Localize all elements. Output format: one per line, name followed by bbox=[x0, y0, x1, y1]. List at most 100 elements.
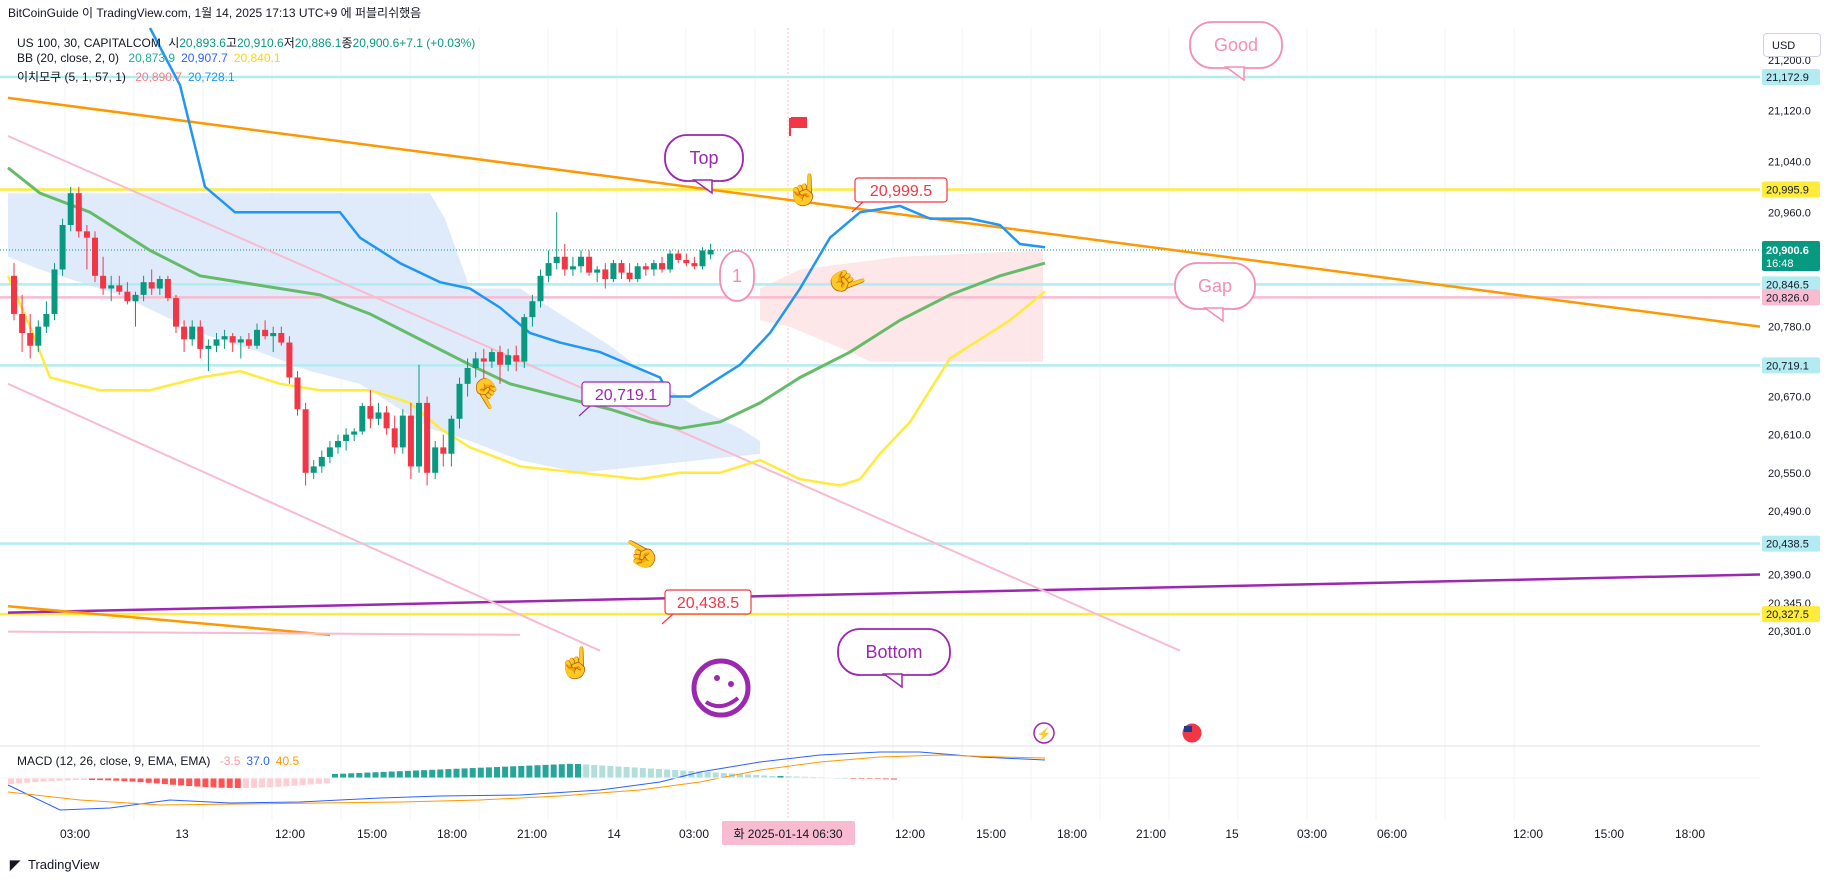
candle-body bbox=[488, 352, 495, 362]
macd-histogram-bar bbox=[194, 778, 201, 787]
price-label: 21,172.9 bbox=[1762, 68, 1820, 85]
macd-signal-line bbox=[7, 754, 1046, 806]
emoji-eye bbox=[714, 675, 720, 681]
legend-ohlc-value: +7.1 (+0.03%) bbox=[399, 36, 476, 50]
candle-body bbox=[100, 275, 107, 289]
macd-histogram-bar bbox=[599, 765, 606, 778]
macd-histogram-bar bbox=[429, 769, 436, 778]
macd-histogram-bar bbox=[502, 766, 509, 778]
candle-body bbox=[529, 301, 536, 318]
macd-histogram-bar bbox=[307, 778, 314, 785]
price-label-bg bbox=[1762, 276, 1820, 293]
time-axis-label: 15:00 bbox=[976, 827, 1006, 841]
legend-macd-row[interactable]: MACD (12, 26, close, 9, EMA, EMA) -3.5 37… bbox=[17, 754, 299, 768]
price-tag-pointer bbox=[661, 613, 674, 625]
legend-macd-values: -3.5 37.0 40.5 bbox=[214, 754, 299, 768]
macd-histogram-bar bbox=[259, 778, 266, 788]
macd-histogram-bar bbox=[380, 771, 387, 778]
price-label-bg bbox=[1762, 357, 1820, 374]
candle-body bbox=[286, 342, 293, 378]
macd-histogram-bar bbox=[218, 778, 225, 788]
macd-histogram-bar bbox=[129, 778, 136, 782]
macd-histogram-bar bbox=[283, 778, 290, 787]
ichimoku-cloud-pink bbox=[760, 250, 1043, 362]
macd-histogram-bar bbox=[113, 778, 120, 781]
candle-body bbox=[683, 259, 690, 264]
macd-histogram-bar bbox=[510, 766, 517, 778]
callout-text: Bottom bbox=[865, 642, 922, 662]
candle-body bbox=[148, 282, 155, 289]
macd-histogram-bar bbox=[356, 772, 363, 778]
macd-histogram-bar bbox=[753, 775, 760, 778]
macd-histogram-bar bbox=[542, 764, 549, 778]
candle-body bbox=[19, 313, 26, 333]
callout-tail bbox=[691, 179, 713, 195]
legend-ohlc: 시20,893.6고20,910.6저20,886.1종20,900.6+7.1… bbox=[164, 36, 475, 50]
macd-histogram-bar bbox=[372, 772, 379, 778]
candle-body bbox=[181, 326, 188, 340]
legend-value: 40.5 bbox=[275, 754, 300, 768]
candle-body bbox=[634, 266, 641, 279]
macd-histogram-bar bbox=[267, 778, 274, 788]
macd-histogram-bar bbox=[890, 778, 897, 780]
candle-body bbox=[27, 333, 34, 346]
candle-body bbox=[35, 326, 42, 346]
price-tag-pointer bbox=[578, 405, 591, 417]
price-axis-tick: 20,390.0 bbox=[1768, 569, 1811, 581]
macd-histogram-bar bbox=[364, 772, 371, 778]
callout-tail bbox=[1223, 66, 1245, 82]
candle-body bbox=[335, 441, 341, 448]
hand-icon: ☝ bbox=[785, 171, 822, 208]
macd-histogram-bar bbox=[64, 778, 71, 781]
price-label-text: 20,995.9 bbox=[1766, 184, 1809, 196]
macd-histogram-bar bbox=[275, 778, 282, 787]
macd-histogram-bar bbox=[121, 778, 128, 782]
macd-histogram-bar bbox=[105, 778, 112, 781]
candle-body bbox=[140, 282, 147, 295]
ichimoku-base-line bbox=[148, 27, 1046, 398]
candle-body bbox=[375, 412, 382, 419]
macd-histogram-bar bbox=[32, 778, 39, 783]
candle-body bbox=[197, 326, 204, 349]
legend-ichimoku-row[interactable]: 이치모쿠 (5, 1, 57, 1) 20,890.7 20,728.1 bbox=[17, 68, 235, 85]
legend-ohlc-item: 고20,910.6 bbox=[226, 36, 284, 50]
price-label-bg bbox=[1762, 535, 1820, 552]
time-axis-label: 18:00 bbox=[1675, 827, 1705, 841]
time-axis: 03:00 13 12:00 15:00 18:00 21:00 14 03:00 12:00 1… bbox=[60, 821, 1705, 845]
candle-body bbox=[691, 263, 698, 267]
currency-button[interactable]: USD bbox=[1763, 33, 1821, 57]
callout-good: Good bbox=[1189, 21, 1283, 82]
macd-histogram-bar bbox=[526, 765, 533, 778]
macd-histogram-bar bbox=[332, 774, 338, 778]
price-axis-tick: 21,120.0 bbox=[1768, 106, 1811, 118]
legend-ohlc-value: 20,886.1 bbox=[294, 36, 342, 50]
legend-ohlc-label: 시 bbox=[168, 36, 180, 50]
candle-body bbox=[440, 447, 447, 454]
candle-body bbox=[229, 336, 236, 343]
candle-body bbox=[83, 231, 90, 238]
macd-histogram-bar bbox=[251, 778, 257, 788]
macd-histogram-bar bbox=[680, 770, 687, 778]
macd-histogram-bar bbox=[672, 770, 679, 778]
candle-body bbox=[497, 352, 503, 365]
macd-histogram-bar bbox=[704, 772, 711, 778]
price-label: 20,327.5 bbox=[1762, 606, 1820, 623]
price-axis-tick: 20,490.0 bbox=[1768, 506, 1811, 518]
price-label-text: 20,846.5 bbox=[1766, 279, 1809, 291]
candle-body bbox=[262, 329, 269, 337]
candle-body bbox=[707, 250, 714, 255]
macd-histogram-bar bbox=[396, 771, 403, 778]
legend-bb-row[interactable]: BB (20, close, 2, 0) 20,873.9 20,907.7 20,… bbox=[17, 51, 281, 65]
bb-middle-line bbox=[7, 166, 1046, 430]
last-price-countdown: 16:48 bbox=[1766, 258, 1794, 270]
descending-trendline bbox=[7, 96, 1761, 328]
candle-body bbox=[602, 269, 609, 279]
price-axis-tick: 20,780.0 bbox=[1768, 322, 1811, 334]
candle-body bbox=[505, 355, 512, 365]
legend-bb-values: 20,873.9 20,907.7 20,840.1 bbox=[122, 51, 280, 65]
price-label: 20,826.0 bbox=[1762, 289, 1820, 306]
candle-body bbox=[642, 266, 649, 270]
tradingview-logo[interactable]: ◤ TradingView bbox=[10, 857, 100, 873]
lower-orange-line bbox=[7, 604, 331, 637]
